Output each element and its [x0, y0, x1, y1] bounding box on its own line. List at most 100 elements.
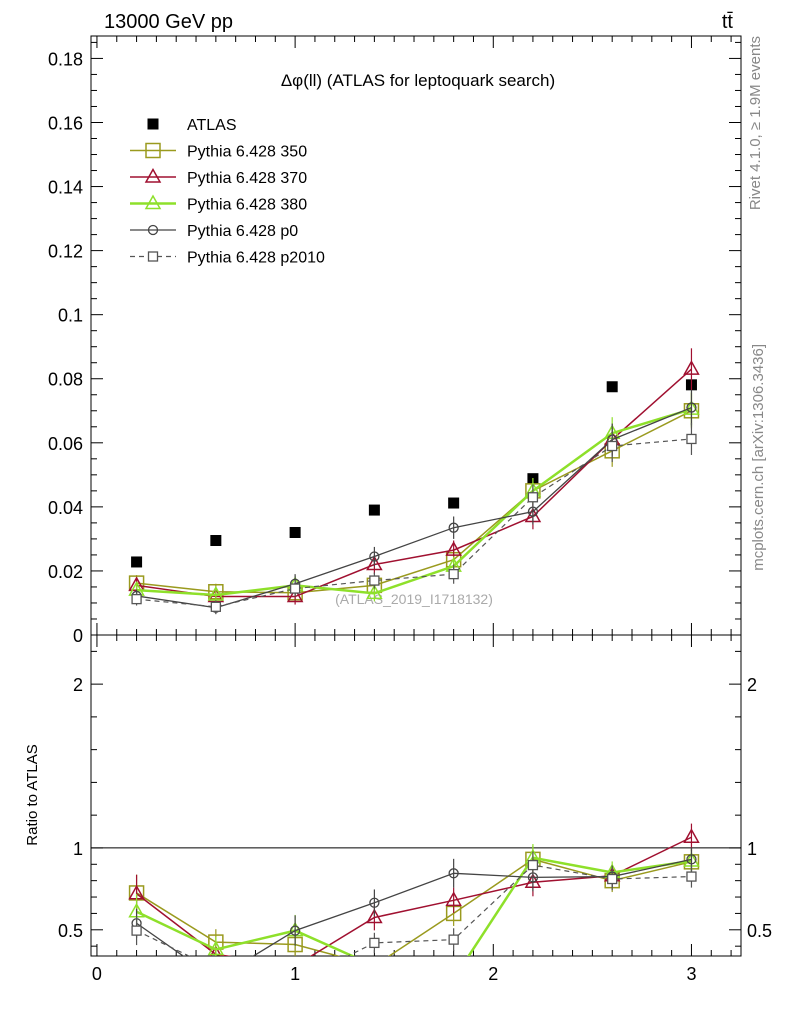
data-point	[366, 555, 383, 571]
legend-label: Pythia 6.428 380	[187, 197, 307, 214]
ratio-point	[367, 959, 381, 973]
ratio-point	[369, 937, 380, 949]
series-line	[136, 407, 692, 597]
legend-entry-2: Pythia 6.428 370	[130, 167, 307, 187]
y-tick-label: 0.04	[48, 498, 83, 518]
ratio-panel-frame	[90, 634, 742, 957]
ratio-point	[211, 965, 220, 974]
legend-entry-0: ATLAS	[147, 117, 237, 134]
ratio-line	[136, 856, 692, 956]
ratio-tick-label: 2	[73, 675, 83, 695]
data-point	[448, 522, 459, 533]
ratio-tick-label: 1	[73, 839, 83, 859]
legend-entry-3: Pythia 6.428 380	[130, 194, 307, 214]
main-panel: 0 0.02 0.04 0.06 0.08 0.1 0.12 0.14 0.16 0.18 Δφ(…	[48, 35, 742, 646]
series-1	[128, 393, 700, 601]
y-tick-label: 0.18	[48, 49, 83, 69]
data-point	[368, 504, 380, 516]
x-tick-label: 0	[92, 964, 102, 984]
legend-marker	[147, 251, 159, 262]
ratio-point	[683, 828, 700, 844]
ratio-y-tick-labels: 0.5 0.5 1 1 2 2	[58, 675, 772, 941]
ratio-ylabel: Ratio to ATLAS	[24, 744, 41, 845]
ratio-point	[366, 908, 383, 924]
ratio-series-2	[128, 844, 700, 984]
data-point	[366, 584, 383, 600]
y-tick-label: 0.1	[58, 306, 83, 326]
ratio-point	[447, 971, 461, 984]
legend-label: Pythia 6.428 p2010	[187, 250, 325, 267]
legend-label: Pythia 6.428 p0	[187, 223, 298, 240]
ratio-point	[607, 873, 618, 885]
ratio-point	[369, 897, 380, 908]
y-tick-label: 0.08	[48, 370, 83, 390]
series-0	[131, 379, 697, 568]
legend-label: Pythia 6.428 350	[187, 144, 307, 161]
legend-entry-5: Pythia 6.428 p2010	[130, 250, 325, 267]
ratio-series-4	[131, 851, 697, 974]
ratio-point	[448, 868, 459, 879]
energy-label: 13000 GeV pp	[104, 11, 233, 33]
y-tick-label: 0.02	[48, 562, 83, 582]
legend-marker	[144, 194, 162, 210]
legend-label: Pythia 6.428 370	[187, 170, 307, 187]
y-tick-label: 0	[73, 626, 83, 646]
y-tick-label: 0.14	[48, 178, 83, 198]
x-tick-label: 3	[686, 964, 696, 984]
main-axes	[91, 36, 741, 636]
data-point	[686, 433, 697, 445]
ratio-point	[289, 925, 301, 936]
data-point	[210, 535, 222, 547]
ratio-point	[527, 859, 539, 871]
ratio-tick-label-right: 2	[747, 675, 757, 695]
legend-entry-4: Pythia 6.428 p0	[130, 223, 298, 240]
legend-marker	[147, 118, 159, 130]
ratio-point	[211, 974, 220, 983]
legend-marker	[147, 224, 159, 236]
data-point	[606, 381, 618, 393]
ratio-point	[131, 925, 142, 936]
mcplots-label: mcplots.cern.ch [arXiv:1306.3436]	[750, 344, 767, 571]
legend-marker	[144, 167, 162, 183]
main-series-group	[128, 348, 700, 615]
data-point	[445, 541, 462, 556]
data-point	[448, 497, 460, 509]
ratio-point	[686, 854, 697, 865]
process-label: tt̄	[722, 11, 734, 33]
legend-label: ATLAS	[187, 117, 237, 134]
ratio-tick-label-right: 0.5	[747, 921, 772, 941]
data-point	[369, 575, 380, 586]
ratio-point	[686, 871, 697, 882]
series-line	[136, 438, 692, 608]
legend-marker	[145, 142, 161, 159]
rivet-label: Rivet 4.1.0, ≥ 1.9M events	[747, 36, 764, 210]
data-point	[286, 587, 304, 603]
data-point	[289, 526, 301, 538]
ratio-point	[207, 940, 225, 956]
legend: ATLAS Pythia 6.428 350 Pythia 6.428 370 Pyt…	[130, 117, 325, 267]
x-tick-label: 1	[290, 964, 300, 984]
data-point	[131, 556, 143, 568]
series-line	[136, 368, 692, 598]
ratio-point	[367, 958, 381, 971]
series-5	[131, 422, 697, 614]
chart-title: Δφ(ll) (ATLAS for leptoquark search)	[281, 71, 555, 90]
data-point	[131, 593, 142, 605]
data-point	[289, 583, 301, 594]
x-tick-labels: 0 1 2 3	[92, 964, 697, 984]
ratio-line	[136, 836, 692, 956]
y-tick-label: 0.12	[48, 242, 83, 262]
data-point	[607, 440, 618, 452]
data-point	[686, 402, 697, 413]
data-point	[369, 551, 380, 562]
data-point	[527, 492, 539, 503]
ratio-line	[136, 858, 692, 956]
main-y-tick-labels: 0 0.02 0.04 0.06 0.08 0.1 0.12 0.14 0.16 0.18	[48, 49, 83, 646]
ratio-tick-label: 0.5	[58, 921, 83, 941]
data-point	[210, 601, 221, 612]
ratio-panel: 0.5 0.5 1 1 2 2 Ratio to ATLAS 0 1 2 3	[24, 634, 772, 984]
data-point	[207, 585, 225, 601]
x-tick-label: 2	[488, 964, 498, 984]
data-point	[683, 360, 700, 375]
